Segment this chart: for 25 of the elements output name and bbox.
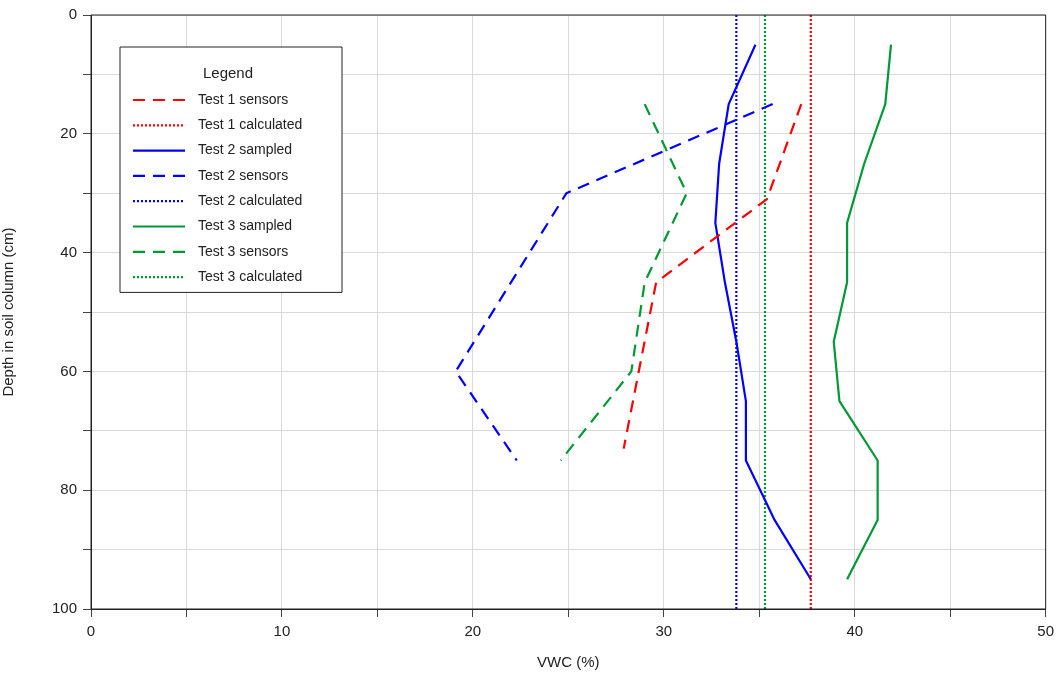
x-tick-label: 50: [1037, 622, 1054, 640]
y-tick-label: 40: [60, 242, 77, 260]
legend-label: Test 2 sensors: [198, 166, 289, 183]
y-axis-title: Depth in soil column (cm): [0, 227, 17, 397]
line-series: [622, 103, 803, 450]
y-tick-label: 20: [60, 123, 77, 141]
legend-title: Legend: [202, 64, 254, 82]
x-axis-title: VWC (%): [537, 653, 600, 671]
legend-label: Test 1 calculated: [198, 116, 303, 133]
legend-label: Test 1 sensors: [198, 90, 289, 107]
y-tick-label: 80: [60, 480, 77, 498]
legend-label: Test 3 calculated: [198, 267, 303, 284]
y-tick-label: 60: [60, 361, 77, 379]
x-tick-label: 40: [846, 622, 864, 640]
x-tick-label: 0: [86, 622, 96, 640]
y-tick-label: 100: [51, 599, 77, 617]
line-series: [559, 103, 688, 462]
x-tick-label: 10: [273, 622, 291, 640]
legend-label: Test 2 sampled: [198, 141, 293, 158]
legend-label: Test 3 sensors: [198, 242, 289, 259]
y-tick-label: 0: [68, 5, 77, 23]
x-tick-label: 20: [464, 622, 482, 640]
legend-label: Test 3 sampled: [198, 217, 293, 234]
legend-label: Test 2 calculated: [198, 192, 303, 209]
x-tick-label: 30: [655, 622, 673, 640]
